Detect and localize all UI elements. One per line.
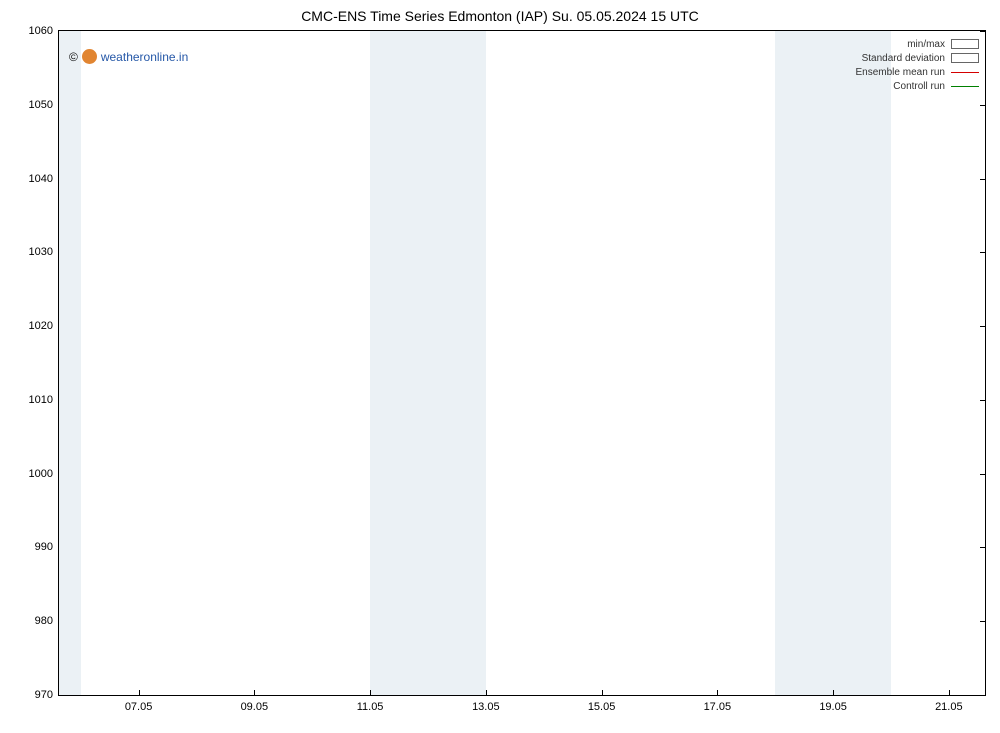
x-tick-label: 17.05 [704,701,732,713]
x-tick-label: 21.05 [935,701,963,713]
x-tick-mark [717,690,718,696]
legend-swatch [951,81,979,91]
x-tick-label: 09.05 [241,701,269,713]
y-tick-label: 970 [35,689,53,701]
y-tick-mark [980,105,986,106]
x-tick-label: 07.05 [125,701,153,713]
shaded-band [370,31,486,695]
y-tick-mark [980,621,986,622]
y-tick-mark [980,326,986,327]
legend-swatch [951,39,979,49]
legend-swatch [951,67,979,77]
x-tick-mark [486,690,487,696]
legend-swatch [951,53,979,63]
watermark: © weatheronline.in [69,49,188,64]
plot-area: min/max Standard deviation Ensemble mean r… [58,30,986,696]
x-tick-label: 13.05 [472,701,500,713]
y-tick-label: 1050 [29,99,53,111]
y-tick-label: 1040 [29,173,53,185]
x-tick-mark [139,690,140,696]
legend-item: Controll run [856,79,980,93]
shaded-band [775,31,891,695]
y-tick-label: 1010 [29,394,53,406]
shaded-band [59,31,81,695]
x-tick-mark [254,690,255,696]
x-tick-mark [949,690,950,696]
legend: min/max Standard deviation Ensemble mean r… [856,37,980,93]
legend-label: Controll run [893,81,945,92]
y-tick-label: 1000 [29,468,53,480]
chart-container: CMC-ENS Time Series Edmonton (IAP) Su. 0… [0,0,1000,733]
y-tick-mark [980,31,986,32]
y-tick-label: 980 [35,615,53,627]
x-tick-label: 11.05 [357,701,384,713]
y-tick-label: 1030 [29,246,53,258]
x-tick-label: 15.05 [588,701,616,713]
y-tick-label: 990 [35,541,53,553]
x-tick-mark [370,690,371,696]
legend-item: Standard deviation [856,51,980,65]
y-tick-label: 1060 [29,25,53,37]
y-tick-mark [980,400,986,401]
y-tick-mark [980,547,986,548]
y-tick-mark [980,252,986,253]
y-tick-mark [980,179,986,180]
legend-item: min/max [856,37,980,51]
x-tick-label: 19.05 [819,701,847,713]
y-tick-mark [980,474,986,475]
legend-item: Ensemble mean run [856,65,980,79]
legend-label: Standard deviation [862,53,945,64]
legend-label: Ensemble mean run [856,67,946,78]
y-tick-label: 1020 [29,320,53,332]
chart-title: CMC-ENS Time Series Edmonton (IAP) Su. 0… [0,8,1000,24]
globe-icon [82,49,97,64]
x-tick-mark [602,690,603,696]
y-tick-mark [980,695,986,696]
legend-label: min/max [907,39,945,50]
watermark-text: weatheronline.in [101,50,188,64]
x-tick-mark [833,690,834,696]
copyright-symbol: © [69,50,78,64]
